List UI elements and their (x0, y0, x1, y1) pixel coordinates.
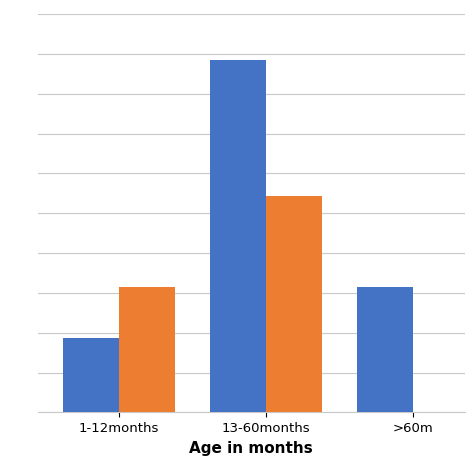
Bar (63, 338, 119, 412)
Bar (210, 60, 266, 412)
X-axis label: Age in months: Age in months (189, 441, 313, 456)
Bar (357, 287, 413, 412)
Bar (119, 287, 175, 412)
Bar (266, 196, 322, 412)
